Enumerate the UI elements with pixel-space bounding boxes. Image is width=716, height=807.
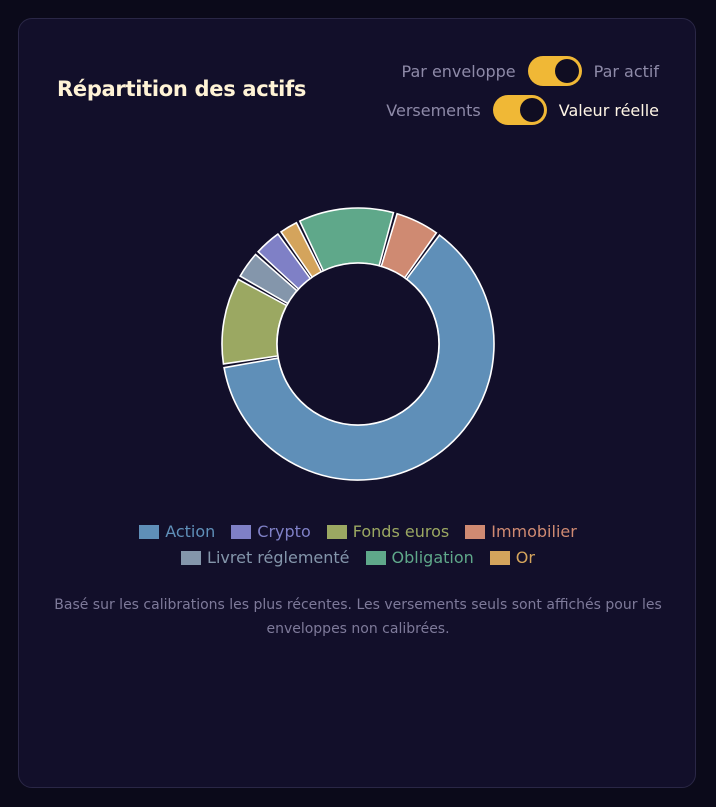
value-toggle-switch[interactable] xyxy=(492,95,547,125)
legend-swatch xyxy=(139,524,160,539)
legend-item[interactable]: Immobilier xyxy=(465,522,577,541)
card-title: Répartition des actifs xyxy=(57,77,307,101)
legend-item[interactable]: Action xyxy=(139,522,215,541)
toggle-label-par-enveloppe[interactable]: Par enveloppe xyxy=(401,61,516,81)
toggle-label-par-actif[interactable]: Par actif xyxy=(593,61,659,81)
legend-row: Livret réglementé Obligation Or xyxy=(19,548,697,567)
legend-swatch xyxy=(489,550,510,565)
legend-item[interactable]: Crypto xyxy=(231,522,311,541)
legend-swatch xyxy=(181,550,202,565)
donut-chart xyxy=(221,207,495,481)
legend-item[interactable]: Fonds euros xyxy=(326,522,450,541)
asset-allocation-card: Répartition des actifs Par enveloppe Par… xyxy=(18,18,696,788)
legend-item[interactable]: Obligation xyxy=(365,548,474,567)
legend-row: Action Crypto Fonds euros Immobilier xyxy=(19,522,697,541)
legend-item[interactable]: Livret réglementé xyxy=(181,548,350,567)
legend-label: Fonds euros xyxy=(352,522,450,541)
footnote: Basé sur les calibrations les plus récen… xyxy=(54,597,662,637)
legend-label: Immobilier xyxy=(491,522,577,541)
chart-legend: Action Crypto Fonds euros Immobilier Livret … xyxy=(19,522,697,574)
legend-item[interactable]: Or xyxy=(489,548,535,567)
legend-label: Crypto xyxy=(257,522,311,541)
legend-label: Action xyxy=(165,522,216,541)
view-toggle-group: Par enveloppe Par actif xyxy=(402,56,659,86)
legend-label: Obligation xyxy=(391,548,474,567)
toggle-label-valeur-reelle[interactable]: Valeur réelle xyxy=(558,100,659,120)
view-toggle-knob xyxy=(554,59,579,83)
view-toggle-switch[interactable] xyxy=(527,56,582,86)
legend-label: Or xyxy=(515,548,535,567)
legend-swatch xyxy=(231,524,252,539)
legend-label: Livret réglementé xyxy=(207,548,350,567)
legend-swatch xyxy=(326,524,347,539)
value-toggle-knob xyxy=(519,98,544,122)
donut-hole xyxy=(276,262,440,426)
legend-swatch xyxy=(465,524,486,539)
value-toggle-group: Versements Valeur réelle xyxy=(386,95,659,125)
legend-swatch xyxy=(365,550,386,565)
toggle-label-versements[interactable]: Versements xyxy=(386,100,481,120)
